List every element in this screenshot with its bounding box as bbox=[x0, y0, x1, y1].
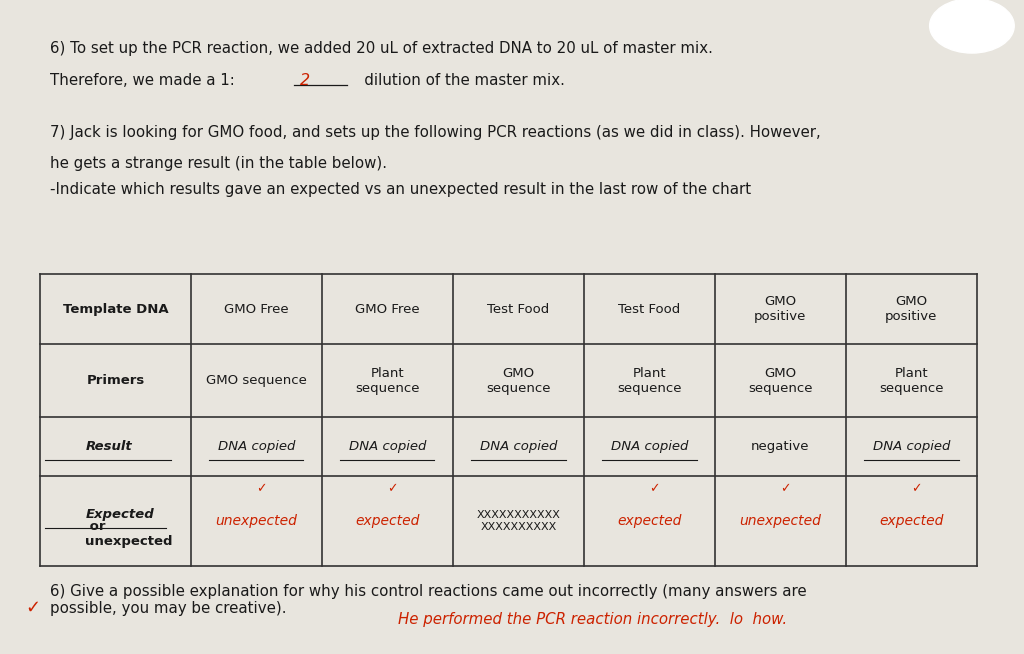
Text: -Indicate which results gave an expected vs an unexpected result in the last row: -Indicate which results gave an expected… bbox=[50, 182, 752, 197]
Text: 6) Give a possible explanation for why his control reactions came out incorrectl: 6) Give a possible explanation for why h… bbox=[50, 584, 807, 616]
Text: ✓: ✓ bbox=[387, 482, 397, 495]
Text: 7) Jack is looking for GMO food, and sets up the following PCR reactions (as we : 7) Jack is looking for GMO food, and set… bbox=[50, 125, 821, 140]
Text: dilution of the master mix.: dilution of the master mix. bbox=[350, 73, 565, 88]
Text: GMO Free: GMO Free bbox=[355, 303, 420, 316]
Text: GMO
positive: GMO positive bbox=[755, 296, 807, 323]
Circle shape bbox=[930, 0, 1014, 53]
Text: Plant
sequence: Plant sequence bbox=[617, 367, 682, 395]
Text: expected: expected bbox=[355, 514, 420, 528]
Text: Expected: Expected bbox=[85, 508, 154, 521]
Text: Test Food: Test Food bbox=[618, 303, 681, 316]
Text: GMO
sequence: GMO sequence bbox=[749, 367, 813, 395]
Text: XXXXXXXXXXX
XXXXXXXXXX: XXXXXXXXXXX XXXXXXXXXX bbox=[476, 510, 560, 532]
Text: 6) To set up the PCR reaction, we added 20 uL of extracted DNA to 20 uL of maste: 6) To set up the PCR reaction, we added … bbox=[50, 41, 714, 56]
Text: ✓: ✓ bbox=[26, 598, 41, 616]
Text: Test Food: Test Food bbox=[487, 303, 550, 316]
Text: he gets a strange result (in the table below).: he gets a strange result (in the table b… bbox=[50, 156, 387, 171]
Text: GMO
positive: GMO positive bbox=[886, 296, 938, 323]
Text: Therefore, we made a 1:: Therefore, we made a 1: bbox=[50, 73, 245, 88]
Text: He performed the PCR reaction incorrectly.  lo  how.: He performed the PCR reaction incorrectl… bbox=[398, 612, 787, 627]
Text: GMO Free: GMO Free bbox=[224, 303, 289, 316]
Text: DNA copied: DNA copied bbox=[479, 440, 557, 453]
Text: Template DNA: Template DNA bbox=[62, 303, 168, 316]
Text: unexpected: unexpected bbox=[215, 514, 297, 528]
Text: 2: 2 bbox=[300, 73, 310, 88]
Text: ✓: ✓ bbox=[256, 482, 266, 495]
Text: DNA copied: DNA copied bbox=[217, 440, 295, 453]
Text: GMO
sequence: GMO sequence bbox=[486, 367, 551, 395]
Text: expected: expected bbox=[880, 514, 944, 528]
Text: DNA copied: DNA copied bbox=[872, 440, 950, 453]
Text: Plant
sequence: Plant sequence bbox=[880, 367, 944, 395]
Text: DNA copied: DNA copied bbox=[348, 440, 426, 453]
Text: negative: negative bbox=[752, 440, 810, 453]
Text: DNA copied: DNA copied bbox=[610, 440, 688, 453]
Text: Primers: Primers bbox=[86, 375, 144, 387]
Text: Plant
sequence: Plant sequence bbox=[355, 367, 420, 395]
Text: or
unexpected: or unexpected bbox=[85, 520, 173, 548]
Text: Result: Result bbox=[85, 440, 132, 453]
Text: ✓: ✓ bbox=[911, 482, 922, 495]
Text: expected: expected bbox=[617, 514, 682, 528]
Text: unexpected: unexpected bbox=[739, 514, 821, 528]
Text: GMO sequence: GMO sequence bbox=[206, 375, 307, 387]
Text: ✓: ✓ bbox=[649, 482, 659, 495]
Text: ✓: ✓ bbox=[780, 482, 791, 495]
